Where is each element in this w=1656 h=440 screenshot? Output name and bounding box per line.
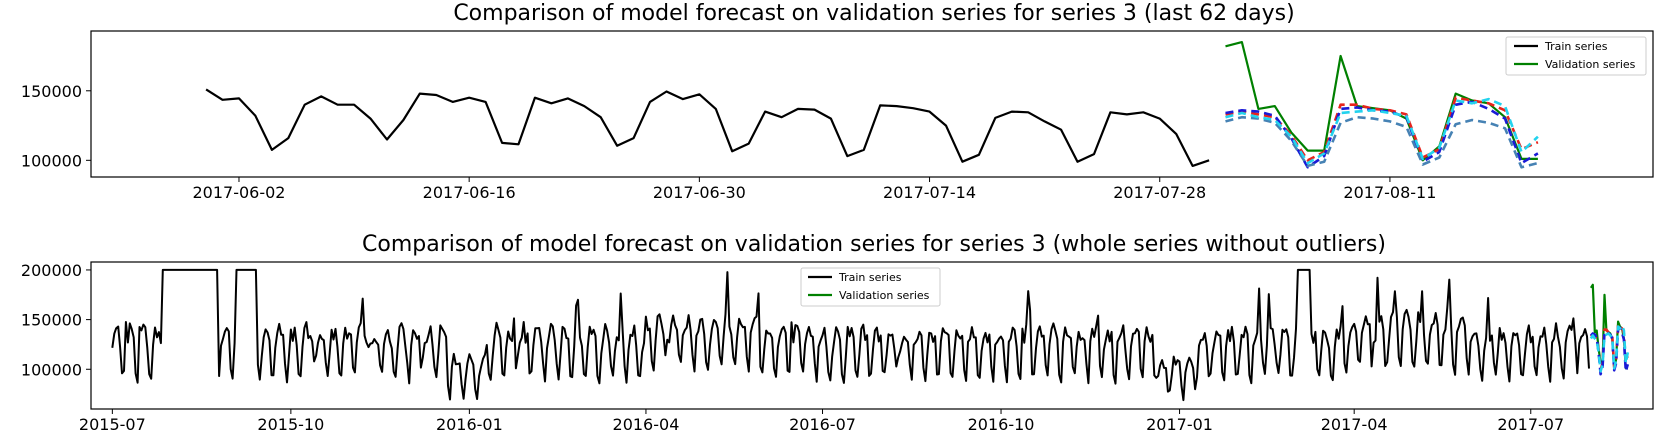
x-tick-label: 2015-10 xyxy=(257,415,324,434)
x-tick-label: 2016-04 xyxy=(613,415,680,434)
x-tick-label: 2017-06-30 xyxy=(653,183,746,202)
legend-box xyxy=(800,267,941,307)
x-tick-label: 2016-10 xyxy=(968,415,1035,434)
y-tick-label: 100000 xyxy=(21,151,82,170)
series-line-0 xyxy=(205,88,1210,167)
x-tick-label: 2017-04 xyxy=(1321,415,1388,434)
chart-title: Comparison of model forecast on validati… xyxy=(453,1,1294,26)
axis-layer: 2015-07 2015-10 2016-01 2016-04 2016-07 2016-… xyxy=(21,261,1564,434)
legend-label-validation: Validation series xyxy=(1545,58,1636,71)
axis-layer: 2017-06-02 2017-06-16 2017-06-30 2017-07-14… xyxy=(21,82,1436,202)
series-line-0 xyxy=(111,268,1590,402)
chart-last-62-days: Comparison of model forecast on validati… xyxy=(21,1,1654,202)
x-tick-label: 2017-07-28 xyxy=(1113,183,1206,202)
legend: Train series Validation series xyxy=(800,267,941,307)
series-line-4 xyxy=(1225,115,1539,169)
chart-title: Comparison of model forecast on validati… xyxy=(362,232,1386,257)
x-tick-label: 2017-08-11 xyxy=(1343,183,1436,202)
x-tick-label: 2017-07 xyxy=(1497,415,1564,434)
legend-box xyxy=(1505,36,1647,76)
plot-area xyxy=(90,261,1654,410)
legend: Train series Validation series xyxy=(1505,36,1647,76)
legend-label-validation: Validation series xyxy=(839,289,930,302)
series-line-4 xyxy=(1589,324,1630,373)
series-layer xyxy=(205,40,1539,169)
x-tick-label: 2017-01 xyxy=(1146,415,1213,434)
legend-label-train: Train series xyxy=(1544,40,1608,53)
plot-area xyxy=(90,30,1654,178)
series-layer xyxy=(111,268,1630,402)
series-line-5 xyxy=(1225,97,1539,165)
x-tick-label: 2017-06-16 xyxy=(423,183,516,202)
legend-label-train: Train series xyxy=(838,271,902,284)
y-tick-label: 150000 xyxy=(21,311,82,330)
y-tick-label: 150000 xyxy=(21,82,82,101)
x-tick-label: 2016-07 xyxy=(789,415,856,434)
y-tick-label: 100000 xyxy=(21,360,82,379)
x-tick-label: 2016-01 xyxy=(436,415,503,434)
x-tick-label: 2017-06-02 xyxy=(192,183,285,202)
x-tick-label: 2015-07 xyxy=(79,415,146,434)
chart-whole-series: Comparison of model forecast on validati… xyxy=(21,232,1654,434)
x-tick-label: 2017-07-14 xyxy=(883,183,976,202)
series-line-1 xyxy=(1225,40,1538,162)
y-tick-label: 200000 xyxy=(21,261,82,280)
